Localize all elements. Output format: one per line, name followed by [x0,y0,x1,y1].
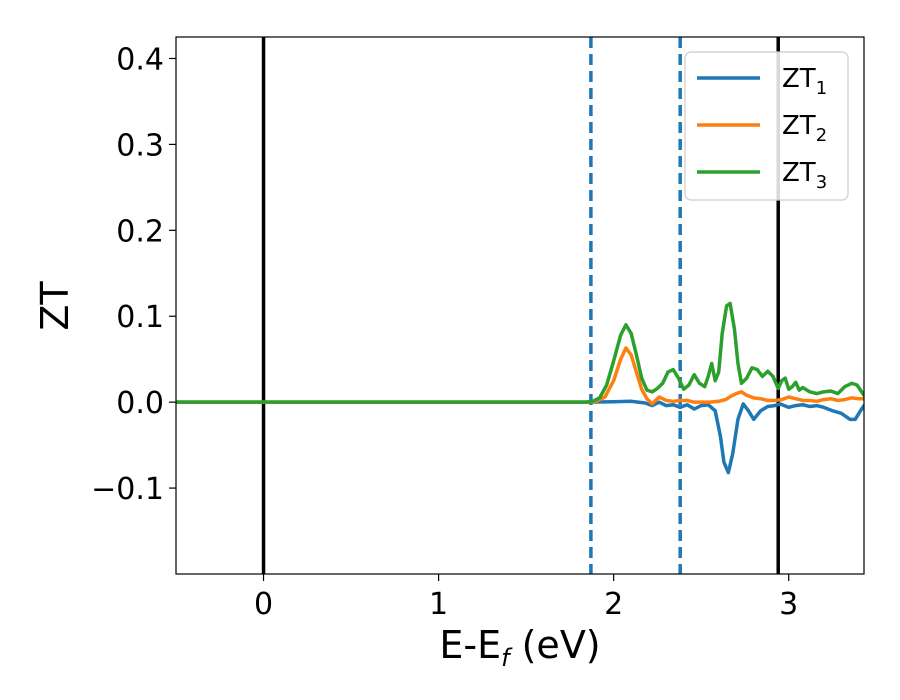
y-tick-label: 0.4 [116,42,164,77]
x-axis-label: E-Ef (eV) [439,623,600,672]
plot-frame [175,36,865,575]
legend-label-zt1: ZT1 [782,64,827,99]
series-line-zt2 [176,346,864,406]
y-tick-label: 0.0 [116,386,164,421]
y-axis-label: ZT [33,281,77,331]
legend: ZT1 ZT2 ZT3 [684,51,849,201]
series-line-zt1 [176,399,864,475]
y-axis-ticks: −0.1 0.0 0.1 0.2 0.3 0.4 [91,42,176,507]
x-tick-label: 0 [254,587,273,622]
series-lines [176,301,864,475]
legend-label-zt3: ZT3 [782,158,827,193]
series-line-zt3 [176,301,864,404]
legend-label-zt2: ZT2 [782,111,827,146]
y-tick-label: −0.1 [91,472,164,507]
x-tick-label: 3 [779,587,798,622]
x-tick-label: 1 [429,587,448,622]
y-tick-label: 0.2 [116,214,164,249]
legend-frame [684,51,849,201]
y-tick-label: 0.3 [116,128,164,163]
x-tick-label: 2 [604,587,623,622]
x-axis-ticks: 0 1 2 3 [254,574,798,622]
y-tick-label: 0.1 [116,300,164,335]
